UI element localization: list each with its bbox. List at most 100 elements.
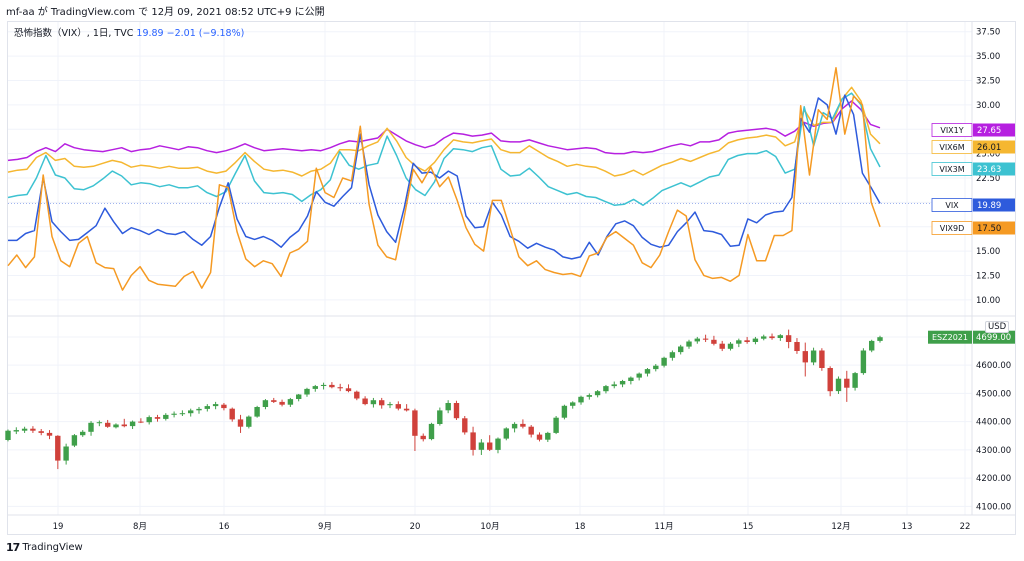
candle-body bbox=[296, 394, 302, 399]
candle-body bbox=[38, 431, 44, 433]
candle-body bbox=[528, 426, 534, 435]
candle-body bbox=[428, 423, 435, 440]
vix-y-tick: 37.50 bbox=[976, 28, 1000, 38]
candle-body bbox=[603, 386, 609, 392]
badge-value: 26.01 bbox=[977, 143, 1001, 153]
es-y-tick: 4100.00 bbox=[976, 502, 1011, 512]
candle-body bbox=[869, 340, 875, 351]
candle-body bbox=[702, 338, 709, 340]
candle-body bbox=[63, 446, 69, 461]
publish-info: mf-aa が TradingView.com で 12月 09, 2021 0… bbox=[6, 7, 325, 18]
candle-body bbox=[736, 340, 742, 344]
candle-body bbox=[362, 398, 368, 405]
candle-body bbox=[470, 432, 476, 450]
candle-body bbox=[578, 396, 584, 403]
candle-body bbox=[163, 414, 169, 419]
candle-body bbox=[171, 413, 177, 415]
candle-body bbox=[520, 423, 526, 427]
chart-legend: 恐怖指数（VIX）, 1日, TVC 19.89 −2.01 (−9.18%) bbox=[14, 25, 244, 39]
candle-body bbox=[146, 417, 152, 423]
badge-name: VIX1Y bbox=[940, 126, 963, 135]
candle-body bbox=[445, 403, 451, 411]
candle-body bbox=[727, 343, 734, 349]
candle-body bbox=[678, 346, 684, 353]
candle-body bbox=[21, 428, 28, 431]
candle-body bbox=[669, 352, 676, 358]
badge-name-box bbox=[931, 123, 973, 137]
candle-body bbox=[80, 431, 86, 436]
badge-vix: VIX 19.89 bbox=[931, 198, 1015, 212]
candle-body bbox=[320, 384, 327, 386]
vix-y-tick: 35.00 bbox=[976, 52, 1000, 62]
candle-body bbox=[619, 381, 626, 385]
series-line-vix3m bbox=[7, 92, 881, 207]
legend-change: −2.01 (−9.18%) bbox=[166, 28, 245, 39]
candle-body bbox=[462, 418, 468, 433]
badge-name-box bbox=[931, 140, 973, 154]
candle-body bbox=[860, 350, 867, 374]
badge-value-box bbox=[973, 221, 1015, 235]
badge-name: VIX9D bbox=[940, 224, 965, 233]
legend-title: 恐怖指数（VIX）, 1日, TVC bbox=[14, 28, 134, 39]
candle-body bbox=[711, 339, 717, 344]
badge-value-box bbox=[973, 330, 1015, 344]
es-y-tick: 4200.00 bbox=[976, 474, 1011, 484]
vix-y-tick: 32.50 bbox=[976, 77, 1000, 87]
series-line-vix1y bbox=[7, 100, 881, 162]
candle-body bbox=[55, 435, 61, 461]
candle-body bbox=[586, 395, 592, 397]
badge-value-box bbox=[973, 140, 1015, 154]
badge-vix9d: VIX9D 17.50 bbox=[931, 221, 1015, 235]
candle-body bbox=[129, 421, 136, 427]
candle-body bbox=[785, 335, 792, 342]
candle-body bbox=[196, 408, 202, 411]
candle-body bbox=[30, 428, 36, 431]
badge-vix6m: VIX6M 26.01 bbox=[931, 140, 1015, 154]
candle-body bbox=[403, 408, 410, 411]
x-tick-label: 19 bbox=[53, 522, 64, 532]
candle-body bbox=[379, 400, 385, 406]
candle-body bbox=[354, 391, 360, 399]
vix-y-tick: 10.00 bbox=[976, 296, 1000, 306]
candle-body bbox=[536, 434, 543, 440]
tradingview-logo[interactable]: 17 TradingView bbox=[6, 541, 83, 554]
candle-body bbox=[495, 438, 501, 450]
candle-body bbox=[594, 391, 601, 396]
badge-value: 4699.00 bbox=[976, 333, 1011, 343]
es-y-tick: 4500.00 bbox=[976, 389, 1011, 399]
candle-body bbox=[246, 416, 252, 427]
es-pane bbox=[5, 329, 883, 470]
candle-body bbox=[686, 341, 692, 347]
es-y-tick: 4400.00 bbox=[976, 418, 1011, 428]
series-line-vix bbox=[8, 94, 881, 260]
candle-body bbox=[653, 365, 659, 370]
candle-body bbox=[761, 336, 767, 339]
candle-body bbox=[329, 384, 335, 388]
x-tick-label: 15 bbox=[743, 522, 754, 532]
badge-value: 27.65 bbox=[977, 126, 1001, 136]
candle-body bbox=[661, 357, 667, 366]
badge-name-box bbox=[931, 221, 973, 235]
vix-y-tick: 30.00 bbox=[976, 101, 1000, 111]
tradingview-brand: TradingView bbox=[22, 542, 83, 553]
candle-body bbox=[553, 417, 559, 433]
x-tick-label: 11月 bbox=[654, 522, 673, 532]
candle-body bbox=[254, 407, 260, 417]
candle-body bbox=[511, 423, 518, 429]
candle-body bbox=[611, 384, 617, 387]
badge-value: 19.89 bbox=[977, 201, 1001, 211]
candle-body bbox=[221, 404, 227, 409]
series-line-vix9d bbox=[7, 67, 881, 291]
badge-esz2021: ESZ2021 4699.00 bbox=[928, 330, 1015, 344]
candle-body bbox=[262, 400, 269, 407]
candle-body bbox=[71, 435, 78, 446]
currency-badge[interactable]: USD bbox=[985, 321, 1010, 333]
candle-body bbox=[96, 422, 103, 424]
es-y-tick: 4600.00 bbox=[976, 361, 1011, 371]
badge-name-box bbox=[928, 330, 972, 344]
vix-pane bbox=[7, 67, 881, 291]
grid-layer bbox=[7, 22, 1016, 516]
badge-name: ESZ2021 bbox=[932, 333, 968, 342]
